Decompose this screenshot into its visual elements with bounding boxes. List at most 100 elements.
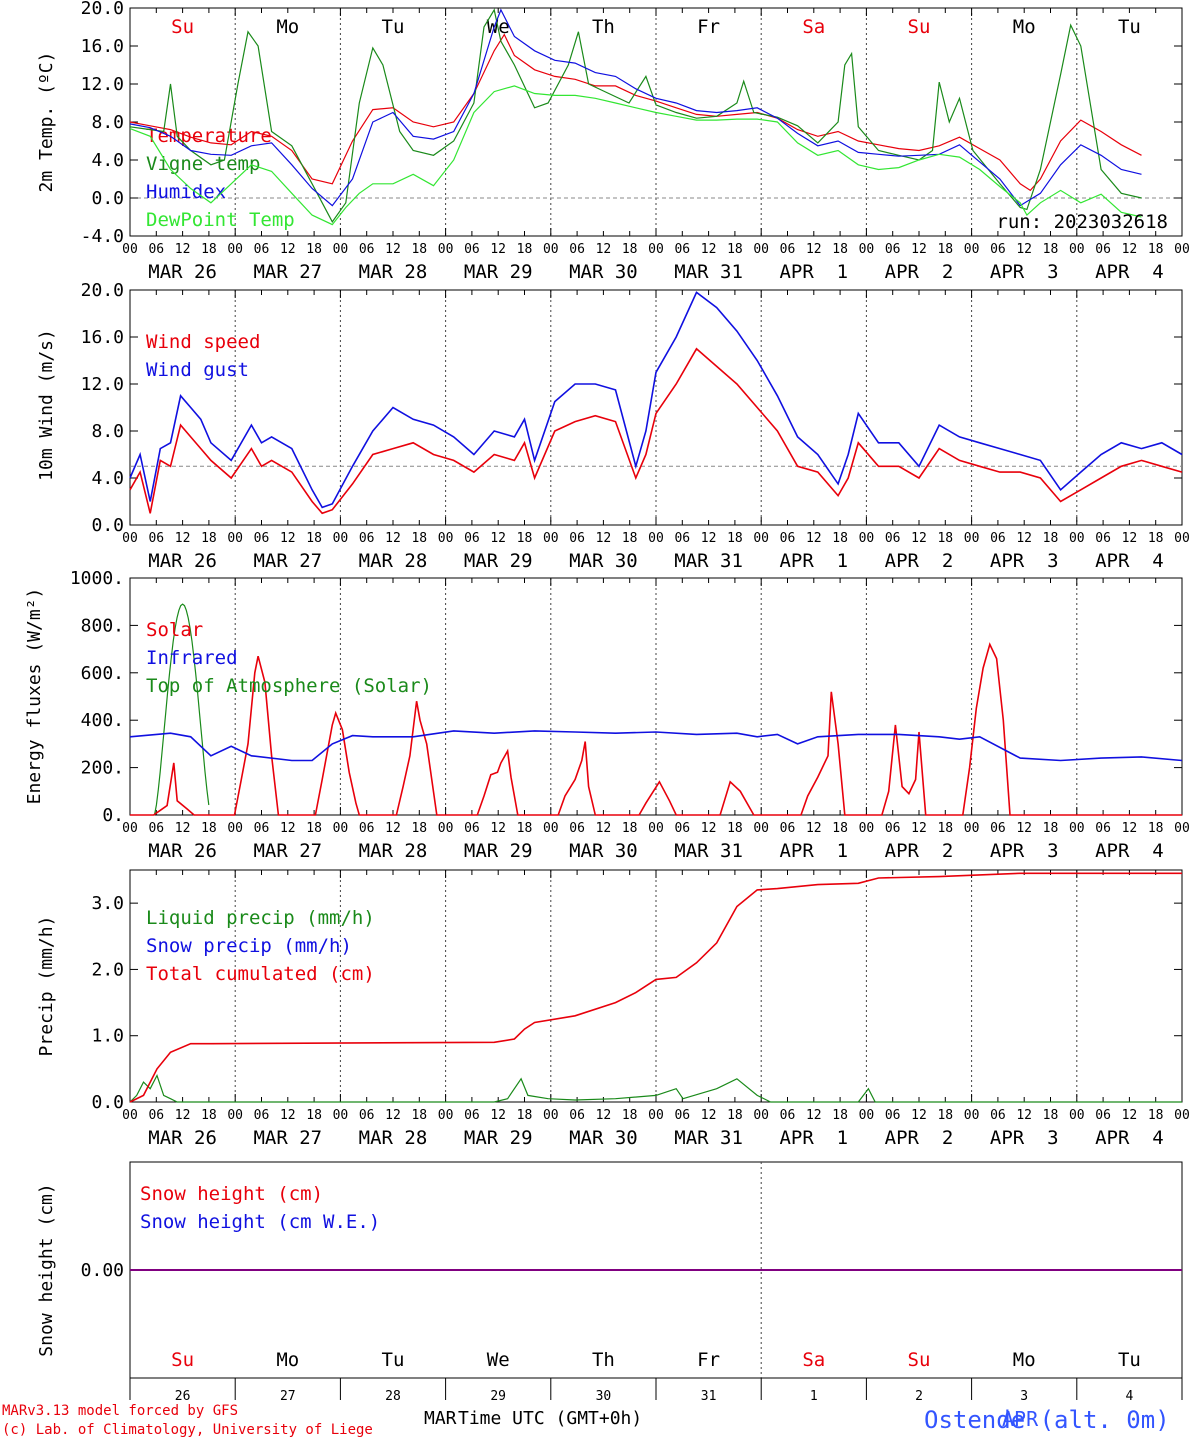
x-hour-label: 00	[438, 1108, 454, 1123]
weekday-label: Su	[908, 1349, 931, 1371]
x-hour-label: 06	[254, 531, 270, 546]
x-date-label: MAR 30	[569, 840, 638, 862]
x-hour-label: 00	[122, 1108, 138, 1123]
x-hour-label: 12	[280, 531, 296, 546]
x-date-label: APR 4	[1095, 840, 1164, 862]
x-axis-month-label-2: APR	[1002, 1407, 1039, 1431]
y-tick-label: 3.0	[91, 893, 124, 914]
x-date-label: APR 1	[779, 550, 848, 572]
weekday-label: Tu	[1118, 16, 1141, 38]
y-tick-label: 2.0	[91, 959, 124, 980]
x-hour-label: 12	[806, 821, 822, 836]
x-hour-label: 00	[438, 821, 454, 836]
x-hour-label: 12	[385, 531, 401, 546]
x-hour-label: 06	[359, 821, 375, 836]
x-hour-label: 06	[148, 531, 164, 546]
x-date-label: APR 2	[885, 1127, 954, 1149]
x-hour-label: 12	[490, 821, 506, 836]
x-hour-label: 18	[1148, 821, 1164, 836]
plot-frame	[129, 7, 1183, 237]
y-tick-label: 8.0	[91, 421, 124, 442]
x-hour-label: 00	[1069, 242, 1085, 257]
x-hour-label: 18	[727, 1108, 743, 1123]
weekday-label: Sa	[802, 16, 825, 38]
x-date-label: MAR 27	[253, 550, 322, 572]
day-number-label: 4	[1125, 1389, 1133, 1404]
weekday-label: We	[487, 1349, 510, 1371]
legend-entry: Solar	[146, 619, 203, 641]
x-hour-label: 12	[490, 1108, 506, 1123]
x-hour-label: 18	[727, 821, 743, 836]
x-hour-label: 12	[1122, 531, 1138, 546]
x-hour-label: 00	[227, 531, 243, 546]
y-axis-label: 10m Wind (m/s)	[36, 329, 57, 481]
x-date-label: APR 1	[779, 840, 848, 862]
y-tick-label: 4.0	[91, 468, 124, 489]
x-hour-label: 00	[648, 1108, 664, 1123]
x-hour-label: 18	[1043, 242, 1059, 257]
x-hour-label: 12	[806, 531, 822, 546]
x-hour-label: 12	[1122, 1108, 1138, 1123]
x-hour-label: 06	[780, 242, 796, 257]
x-hour-label: 00	[753, 242, 769, 257]
x-date-label: MAR 30	[569, 1127, 638, 1149]
weekday-label: Tu	[382, 16, 405, 38]
day-number-label: 2	[915, 1389, 923, 1404]
series-line-2	[129, 291, 1183, 509]
x-hour-label: 06	[780, 1108, 796, 1123]
x-hour-label: 12	[1016, 821, 1032, 836]
x-date-label: APR 3	[990, 840, 1059, 862]
day-number-label: 28	[385, 1389, 401, 1404]
y-tick-label: 0.0	[91, 188, 124, 209]
x-hour-label: 00	[1174, 1108, 1190, 1123]
weekday-label: Mo	[1013, 1349, 1036, 1371]
x-hour-label: 06	[148, 821, 164, 836]
y-tick-label: 20.0	[81, 0, 124, 19]
legend-entry: Snow height (cm)	[140, 1183, 323, 1205]
x-axis-month-label: MAR	[424, 1408, 457, 1429]
x-hour-label: 06	[990, 821, 1006, 836]
model-credit: MARv3.13 model forced by GFS	[2, 1403, 238, 1419]
x-hour-label: 12	[1016, 1108, 1032, 1123]
x-hour-label: 00	[753, 821, 769, 836]
y-tick-label: 16.0	[81, 36, 124, 57]
x-hour-label: 00	[543, 821, 559, 836]
y-tick-label: 1.0	[91, 1026, 124, 1047]
y-tick-label: 0.0	[91, 515, 124, 536]
x-date-label: MAR 31	[674, 261, 743, 283]
x-hour-label: 12	[701, 821, 717, 836]
x-hour-label: 12	[701, 242, 717, 257]
weekday-label: Th	[592, 16, 615, 38]
legend-entry: Liquid precip (mm/h)	[146, 907, 375, 929]
x-hour-label: 06	[674, 531, 690, 546]
x-hour-label: 06	[359, 1108, 375, 1123]
weekday-label: Su	[171, 1349, 194, 1371]
x-hour-label: 18	[517, 242, 533, 257]
x-hour-label: 18	[937, 242, 953, 257]
x-hour-label: 18	[201, 821, 217, 836]
legend-entry: Humidex	[146, 181, 226, 203]
x-hour-label: 00	[859, 821, 875, 836]
x-hour-label: 00	[333, 1108, 349, 1123]
y-tick-label: 400.	[81, 710, 124, 731]
x-hour-label: 18	[517, 531, 533, 546]
weekday-label: Su	[908, 16, 931, 38]
x-date-label: MAR 26	[148, 550, 217, 572]
series-line-1	[129, 33, 1142, 192]
day-number-label: 29	[490, 1389, 506, 1404]
weekday-label: Mo	[1013, 16, 1036, 38]
x-hour-label: 18	[411, 531, 427, 546]
x-date-label: MAR 29	[464, 840, 533, 862]
x-hour-label: 12	[596, 531, 612, 546]
x-hour-label: 00	[227, 1108, 243, 1123]
x-hour-label: 12	[806, 1108, 822, 1123]
x-hour-label: 12	[596, 242, 612, 257]
x-hour-label: 00	[648, 242, 664, 257]
x-hour-label: 06	[885, 821, 901, 836]
series-line-2	[129, 8, 1142, 223]
x-hour-label: 00	[543, 1108, 559, 1123]
panel-3: 0. 200. 400. 600. 800. 1000. Energy fluxes (W/…	[24, 568, 1190, 862]
x-hour-label: 06	[674, 821, 690, 836]
x-hour-label: 06	[569, 1108, 585, 1123]
x-hour-label: 18	[622, 242, 638, 257]
